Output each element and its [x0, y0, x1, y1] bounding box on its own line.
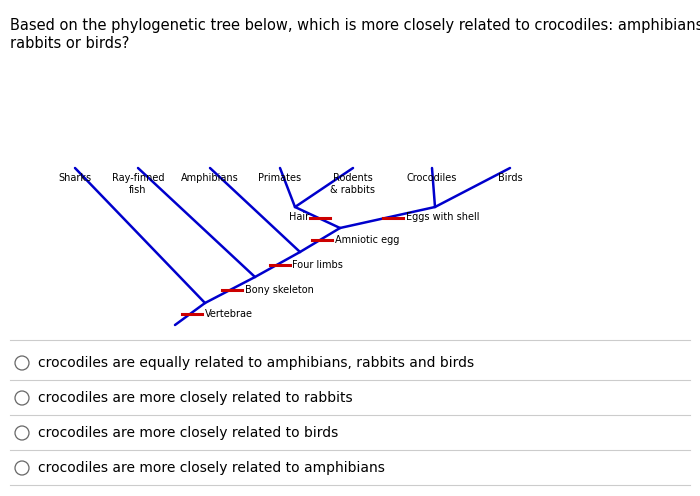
Circle shape: [15, 461, 29, 475]
Text: Vertebrae: Vertebrae: [205, 309, 253, 319]
Text: Based on the phylogenetic tree below, which is more closely related to crocodile: Based on the phylogenetic tree below, wh…: [10, 18, 700, 33]
Text: Eggs with shell: Eggs with shell: [405, 212, 479, 223]
Text: Ray-finned
fish: Ray-finned fish: [112, 173, 164, 194]
Circle shape: [15, 356, 29, 370]
Text: Four limbs: Four limbs: [293, 259, 344, 269]
Text: Crocodiles: Crocodiles: [407, 173, 457, 183]
Text: Birds: Birds: [498, 173, 522, 183]
Text: Primates: Primates: [258, 173, 302, 183]
Text: Hair: Hair: [290, 212, 309, 223]
Text: Sharks: Sharks: [58, 173, 92, 183]
Text: Amphibians: Amphibians: [181, 173, 239, 183]
Text: crocodiles are equally related to amphibians, rabbits and birds: crocodiles are equally related to amphib…: [38, 356, 474, 370]
Text: crocodiles are more closely related to birds: crocodiles are more closely related to b…: [38, 426, 338, 440]
Text: Bony skeleton: Bony skeleton: [245, 285, 314, 295]
Circle shape: [15, 391, 29, 405]
Text: crocodiles are more closely related to rabbits: crocodiles are more closely related to r…: [38, 391, 353, 405]
Text: Rodents
& rabbits: Rodents & rabbits: [330, 173, 375, 194]
Circle shape: [15, 426, 29, 440]
Text: crocodiles are more closely related to amphibians: crocodiles are more closely related to a…: [38, 461, 385, 475]
Text: Amniotic egg: Amniotic egg: [335, 235, 400, 245]
Text: rabbits or birds?: rabbits or birds?: [10, 36, 130, 51]
